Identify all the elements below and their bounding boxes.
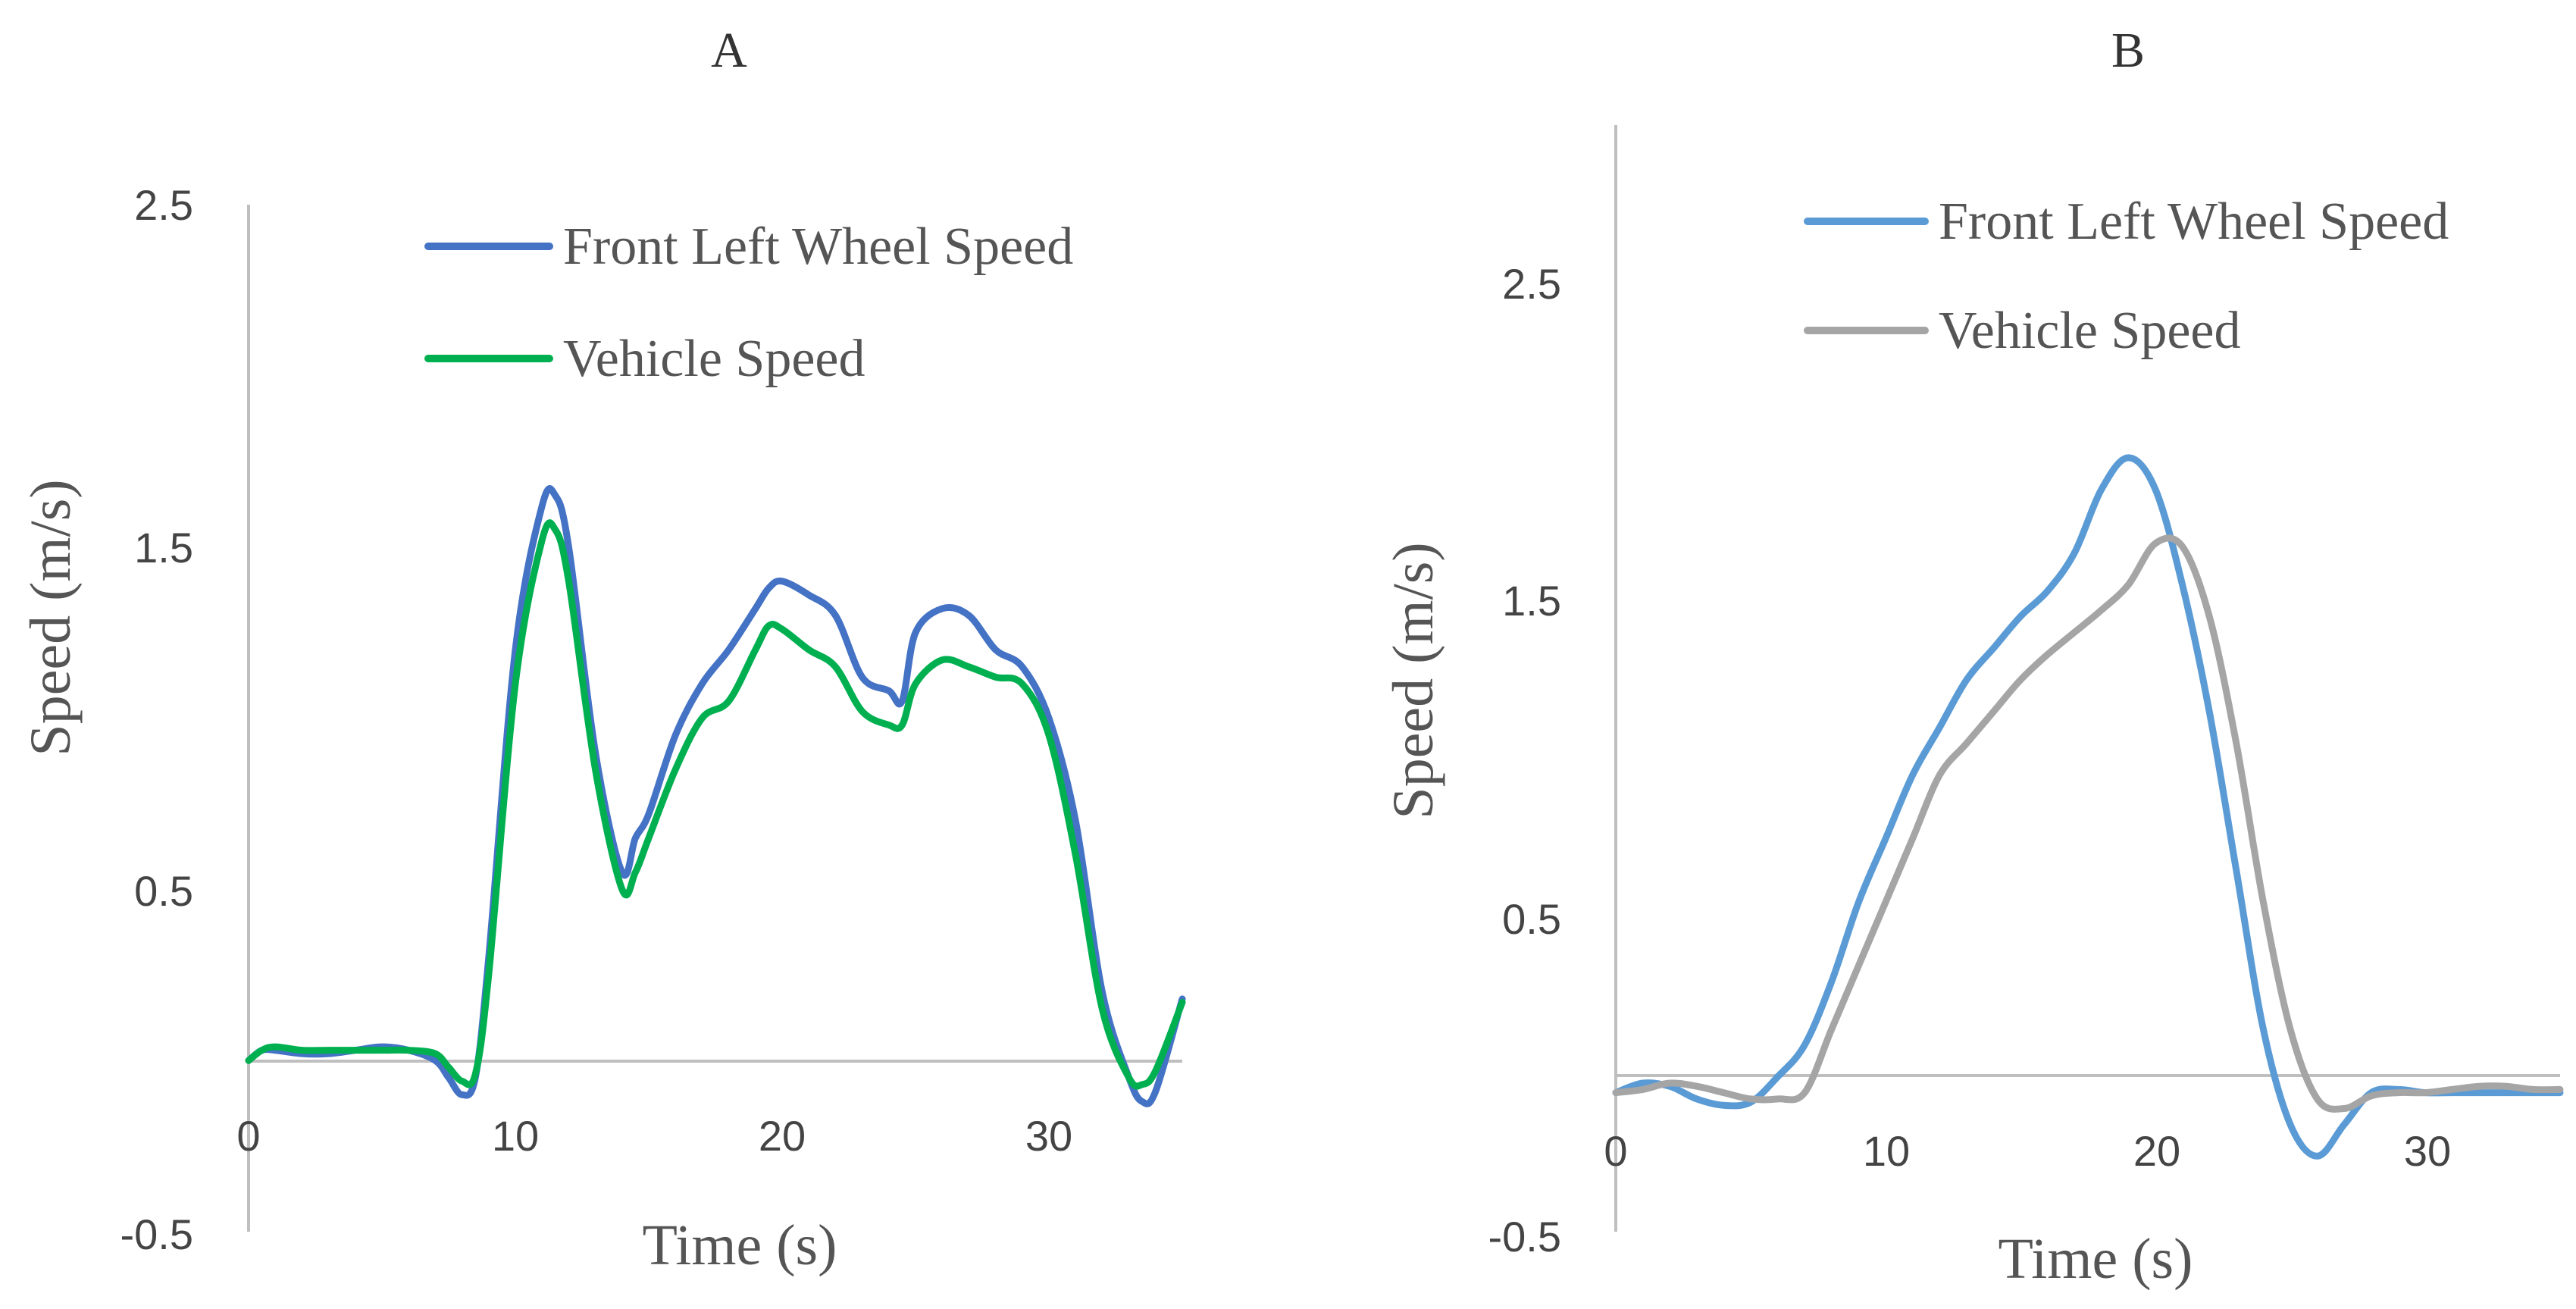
panel-title: A — [711, 23, 747, 78]
y-tick-label: -0.5 — [1488, 1213, 1562, 1260]
x-tick-label: 10 — [492, 1112, 539, 1160]
series-line-front-left-wheel-speed — [245, 485, 1186, 1107]
y-axis-title: Speed (m/s) — [1382, 542, 1445, 819]
y-tick-label: 2.5 — [134, 181, 193, 229]
y-tick-label: 2.5 — [1502, 260, 1561, 308]
legend-label-vehicle-speed: Vehicle Speed — [1939, 302, 2240, 360]
y-axis-title: Speed (m/s) — [19, 479, 83, 756]
y-tick-label: 1.5 — [134, 524, 193, 572]
panel-title: B — [2111, 23, 2145, 78]
panel-a: A 2.5 1.5 0.5 -0.5 0 10 20 30 Time (s) S… — [19, 23, 1186, 1277]
x-tick-label: 30 — [1025, 1112, 1072, 1160]
plot-area — [1612, 454, 2564, 1160]
series-line-front-left-wheel-speed — [1612, 454, 2564, 1160]
x-tick-label: 20 — [2133, 1127, 2180, 1175]
legend-label-front-left-wheel-speed: Front Left Wheel Speed — [1939, 193, 2449, 251]
x-tick-label: 0 — [236, 1112, 260, 1160]
x-tick-label: 10 — [1863, 1127, 1910, 1175]
legend: Front Left Wheel Speed Vehicle Speed — [424, 218, 1073, 388]
y-tick-label: -0.5 — [121, 1210, 194, 1258]
y-tick-label: 0.5 — [134, 867, 193, 915]
x-tick-label: 0 — [1604, 1127, 1627, 1175]
legend-label-front-left-wheel-speed: Front Left Wheel Speed — [563, 218, 1073, 276]
series-line-vehicle-speed — [245, 519, 1186, 1090]
plot-area — [245, 485, 1186, 1107]
legend: Front Left Wheel Speed Vehicle Speed — [1804, 193, 2449, 360]
x-axis-title: Time (s) — [1999, 1227, 2193, 1291]
y-tick-label: 0.5 — [1502, 895, 1561, 943]
legend-label-vehicle-speed: Vehicle Speed — [563, 330, 865, 388]
x-tick-label: 20 — [759, 1112, 806, 1160]
y-tick-label: 1.5 — [1502, 577, 1561, 625]
x-tick-label: 30 — [2404, 1127, 2451, 1175]
series-line-vehicle-speed — [1612, 534, 2564, 1113]
panel-b: B 2.5 1.5 0.5 -0.5 0 10 20 30 Time (s) S… — [1382, 23, 2564, 1291]
x-axis-title: Time (s) — [643, 1213, 837, 1277]
